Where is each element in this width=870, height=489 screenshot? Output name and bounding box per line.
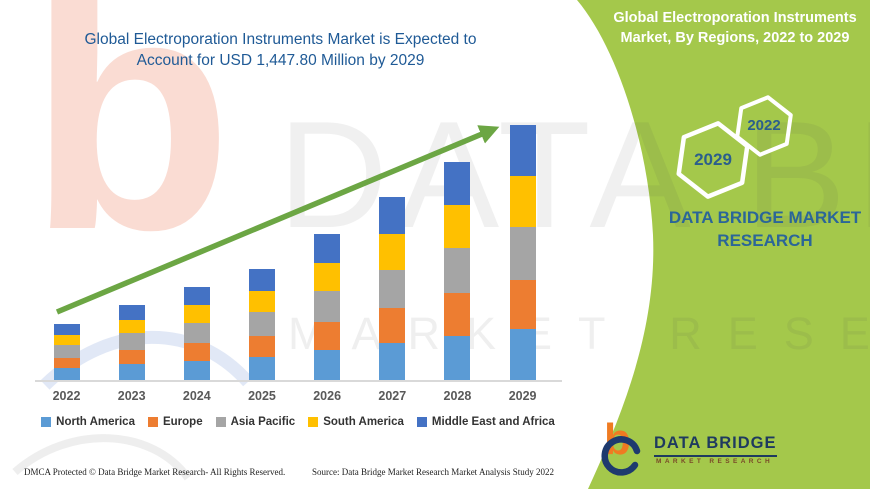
dmca-copyright-text: DMCA Protected © Data Bridge Market Rese… bbox=[24, 467, 286, 477]
x-axis-label-2025: 2025 bbox=[248, 389, 276, 403]
legend-item-europe: Europe bbox=[147, 416, 203, 428]
legend-item-north-america: North America bbox=[41, 416, 135, 428]
chart-legend: North America Europe Asia Pacific South Ame… bbox=[28, 416, 568, 428]
x-axis-label-2028: 2028 bbox=[443, 389, 472, 403]
legend-label-north-america: North America bbox=[56, 416, 135, 428]
bar-segment-south-america-2025 bbox=[248, 290, 275, 312]
legend-swatch-europe bbox=[147, 417, 158, 427]
legend-item-middle-east-and-africa: Middle East and Africa bbox=[416, 416, 555, 428]
bar-segment-asia-pacific-2029 bbox=[509, 227, 536, 280]
x-axis-label-2027: 2027 bbox=[378, 389, 407, 403]
legend-label-middle-east-and-africa: Middle East and Africa bbox=[431, 416, 555, 428]
x-axis-label-2026: 2026 bbox=[313, 389, 342, 403]
bar-segment-middle-east-and-africa-2023 bbox=[118, 305, 145, 321]
bar-segment-south-america-2027 bbox=[379, 233, 406, 270]
legend-item-asia-pacific: Asia Pacific bbox=[215, 416, 296, 428]
bar-segment-south-america-2029 bbox=[509, 176, 536, 228]
legend-label-south-america: South America bbox=[323, 416, 404, 428]
bar-segment-asia-pacific-2025 bbox=[248, 311, 275, 336]
bar-segment-europe-2026 bbox=[314, 322, 341, 351]
bar-segment-middle-east-and-africa-2024 bbox=[183, 286, 210, 306]
bar-segment-asia-pacific-2026 bbox=[314, 291, 341, 323]
bar-segment-europe-2029 bbox=[509, 279, 536, 329]
bar-segment-middle-east-and-africa-2022 bbox=[53, 324, 80, 336]
bar-segment-europe-2024 bbox=[183, 342, 210, 361]
bar-segment-asia-pacific-2023 bbox=[118, 333, 145, 350]
bar-segment-middle-east-and-africa-2028 bbox=[444, 161, 471, 206]
bar-segment-north-america-2025 bbox=[248, 356, 275, 380]
x-axis-label-2024: 2024 bbox=[182, 389, 211, 403]
bar-segment-europe-2023 bbox=[118, 349, 145, 365]
bar-segment-south-america-2022 bbox=[53, 335, 80, 345]
legend-item-south-america: South America bbox=[308, 416, 404, 428]
bar-segment-south-america-2028 bbox=[444, 205, 471, 249]
bar-segment-south-america-2026 bbox=[314, 262, 341, 292]
bar-segment-north-america-2026 bbox=[314, 350, 341, 380]
x-axis-label-2022: 2022 bbox=[52, 389, 81, 403]
legend-label-asia-pacific: Asia Pacific bbox=[230, 416, 296, 428]
watermark-gray-swoosh bbox=[12, 434, 192, 481]
green-panel-shape bbox=[577, 0, 870, 489]
legend-swatch-asia-pacific bbox=[215, 417, 226, 427]
source-attribution-text: Source: Data Bridge Market Research Mark… bbox=[312, 467, 554, 477]
x-axis-label-2029: 2029 bbox=[508, 389, 537, 403]
bar-segment-north-america-2029 bbox=[509, 328, 536, 380]
bar-segment-middle-east-and-africa-2027 bbox=[379, 197, 406, 234]
bar-segment-europe-2028 bbox=[444, 293, 471, 336]
bar-segment-north-america-2028 bbox=[444, 335, 471, 380]
bar-segment-asia-pacific-2024 bbox=[183, 322, 210, 343]
bar-segment-asia-pacific-2027 bbox=[379, 269, 406, 308]
bar-segment-middle-east-and-africa-2026 bbox=[314, 233, 341, 263]
bar-segment-middle-east-and-africa-2025 bbox=[248, 268, 275, 291]
legend-label-europe: Europe bbox=[162, 416, 203, 428]
bar-segment-north-america-2027 bbox=[379, 342, 406, 380]
bar-segment-europe-2027 bbox=[379, 307, 406, 343]
legend-swatch-middle-east-and-africa bbox=[416, 417, 427, 427]
bar-segment-south-america-2023 bbox=[118, 320, 145, 334]
legend-swatch-south-america bbox=[308, 417, 319, 427]
bar-segment-asia-pacific-2028 bbox=[444, 248, 471, 294]
bar-segment-south-america-2024 bbox=[183, 305, 210, 323]
bar-segment-north-america-2023 bbox=[118, 364, 145, 380]
bar-segment-asia-pacific-2022 bbox=[53, 344, 80, 358]
bar-segment-europe-2022 bbox=[53, 357, 80, 368]
bar-segment-north-america-2022 bbox=[53, 368, 80, 380]
x-axis-line bbox=[35, 380, 562, 382]
chart-title: Global Electroporation Instruments Marke… bbox=[84, 31, 477, 69]
x-axis-label-2023: 2023 bbox=[117, 389, 146, 403]
bar-segment-north-america-2024 bbox=[183, 360, 210, 380]
bar-segment-europe-2025 bbox=[248, 335, 275, 357]
legend-swatch-north-america bbox=[41, 417, 52, 427]
bar-segment-middle-east-and-africa-2029 bbox=[509, 124, 536, 177]
